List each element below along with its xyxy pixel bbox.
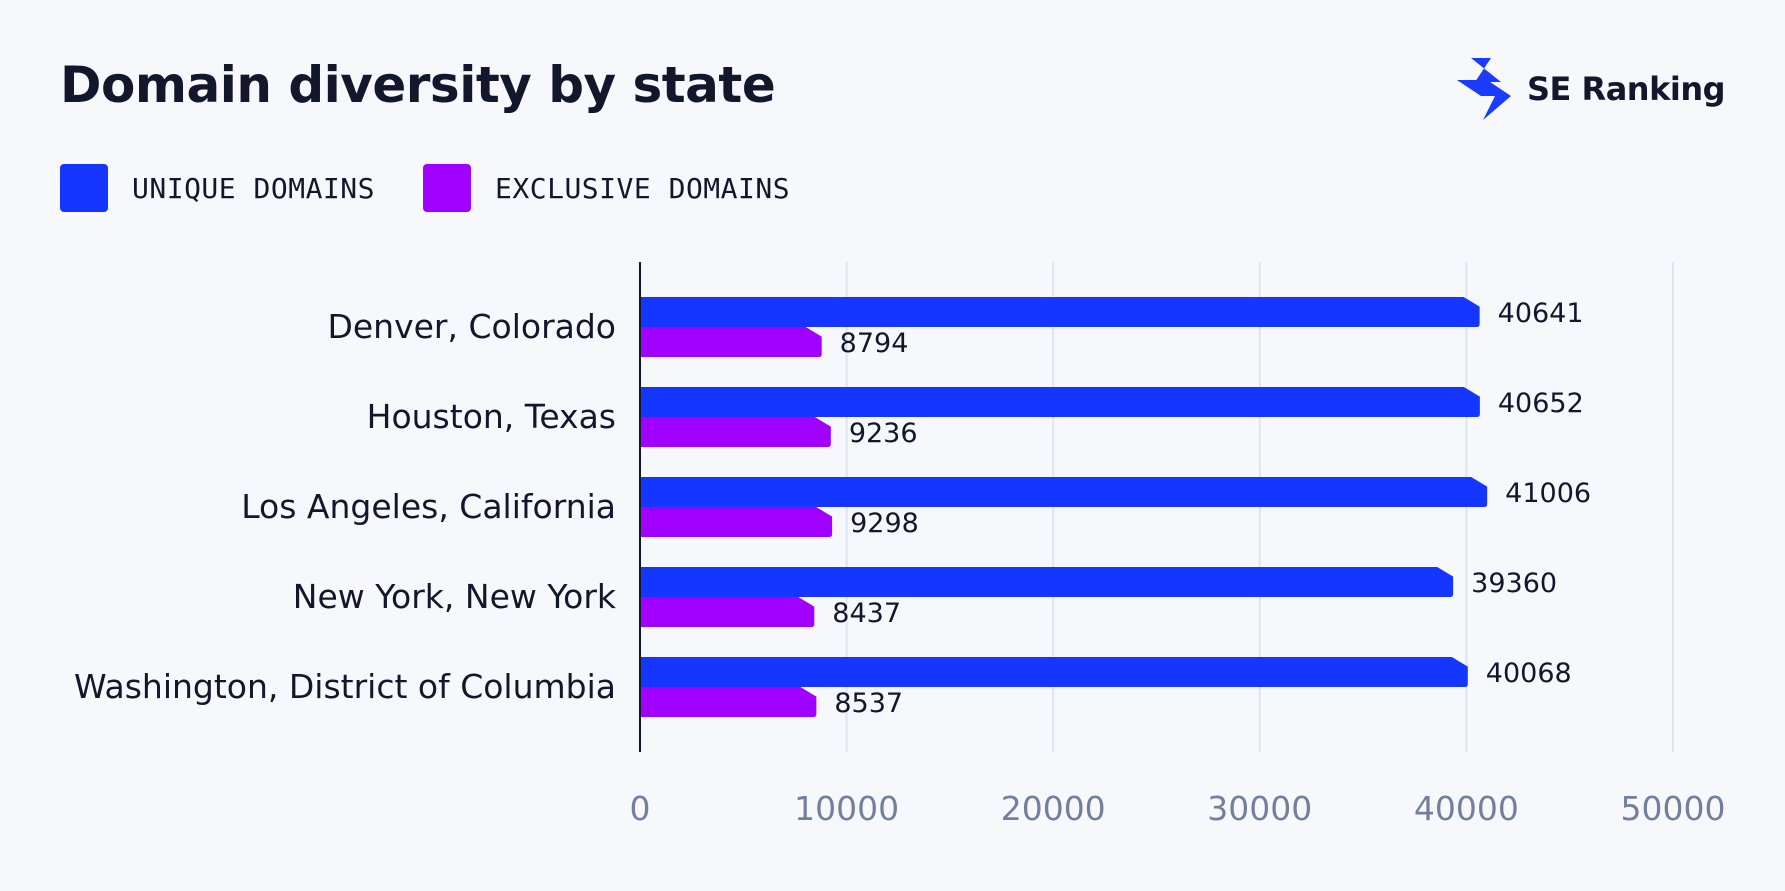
legend-swatch-unique-domains xyxy=(60,164,108,212)
bar-exclusive-3 xyxy=(640,597,815,627)
se-ranking-logo-icon xyxy=(1457,58,1511,120)
category-label-3: New York, New York xyxy=(293,577,617,616)
x-tick-label-50000: 50000 xyxy=(1621,789,1726,828)
data-label-exclusive-0: 8794 xyxy=(840,328,909,359)
data-label-exclusive-4: 8537 xyxy=(834,688,903,719)
category-label-0: Denver, Colorado xyxy=(327,307,616,346)
data-label-exclusive-2: 9298 xyxy=(850,508,919,539)
bar-unique-4 xyxy=(640,657,1468,687)
chart-title: Domain diversity by state xyxy=(60,56,776,114)
bar-unique-0 xyxy=(640,297,1480,327)
brand-name: SE Ranking xyxy=(1527,70,1726,108)
bar-unique-3 xyxy=(640,567,1454,597)
data-label-unique-0: 40641 xyxy=(1498,298,1584,329)
category-label-4: Washington, District of Columbia xyxy=(74,667,616,706)
data-label-exclusive-1: 9236 xyxy=(849,418,918,449)
data-label-unique-3: 39360 xyxy=(1471,568,1557,599)
legend-label-unique-domains: UNIQUE DOMAINS xyxy=(132,171,376,205)
category-label-1: Houston, Texas xyxy=(367,397,616,436)
bar-unique-1 xyxy=(640,387,1480,417)
legend-swatch-exclusive-domains xyxy=(423,164,472,212)
brand-logo: SE Ranking xyxy=(1457,58,1726,120)
data-label-unique-1: 40652 xyxy=(1498,388,1584,419)
x-tick-label-40000: 40000 xyxy=(1414,789,1519,828)
data-label-exclusive-3: 8437 xyxy=(832,598,901,629)
legend-item-unique-domains: UNIQUE DOMAINS xyxy=(60,164,375,212)
bar-exclusive-2 xyxy=(640,507,833,537)
bar-exclusive-4 xyxy=(640,687,817,717)
bar-exclusive-1 xyxy=(640,417,831,447)
legend-label-exclusive-domains: EXCLUSIVE DOMAINS xyxy=(495,171,791,205)
data-label-unique-2: 41006 xyxy=(1505,478,1591,509)
x-tick-label-10000: 10000 xyxy=(794,789,899,828)
chart-legend: UNIQUE DOMAINS EXCLUSIVE DOMAINS xyxy=(60,164,838,212)
bar-unique-2 xyxy=(640,477,1488,507)
category-label-2: Los Angeles, California xyxy=(241,487,616,526)
data-label-unique-4: 40068 xyxy=(1486,658,1572,689)
legend-item-exclusive-domains: EXCLUSIVE DOMAINS xyxy=(423,164,790,212)
x-tick-label-0: 0 xyxy=(630,789,651,828)
x-tick-label-30000: 30000 xyxy=(1207,789,1312,828)
x-tick-label-20000: 20000 xyxy=(1001,789,1106,828)
bar-exclusive-0 xyxy=(640,327,822,357)
